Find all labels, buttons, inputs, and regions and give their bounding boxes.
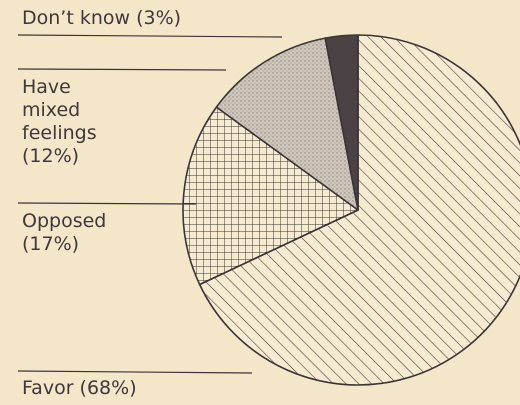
slice-favor: [198, 34, 520, 386]
label-favor: Favor (68%): [22, 377, 137, 399]
leader-dont-know: [17, 34, 283, 38]
label-dont-know: Don’t know (3%): [22, 7, 182, 29]
slice-mixed-feelings: [215, 37, 359, 211]
label-mixed-feelings: Have mixed feelings (12%): [22, 76, 97, 167]
slice-dont-know: [324, 34, 359, 211]
leader-opposed: [17, 202, 197, 205]
leader-mixed-feelings: [17, 68, 227, 71]
leader-favor: [17, 370, 253, 374]
label-opposed: Opposed (17%): [22, 210, 107, 255]
slice-opposed: [182, 106, 359, 286]
